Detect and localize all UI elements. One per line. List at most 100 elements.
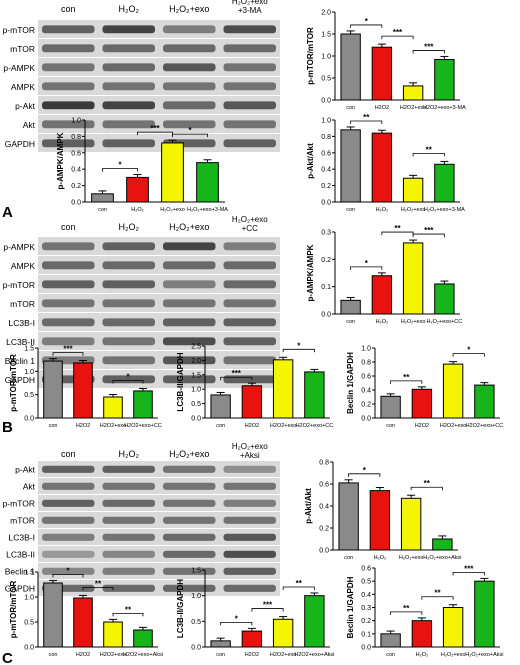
blot-band — [163, 584, 216, 592]
y-tick-label: 0.3 — [361, 605, 371, 612]
blot-row-label: AMPK — [11, 82, 35, 92]
x-tick-label: H2O2+exo — [440, 423, 466, 429]
bar — [161, 142, 184, 203]
significance-label: *** — [150, 124, 160, 133]
significance-bracket — [412, 233, 445, 238]
y-tick-label: 0.4 — [361, 592, 371, 599]
x-tick-label: H2O2+exo+CC — [124, 423, 162, 429]
bar — [340, 33, 361, 101]
significance-label: *** — [464, 564, 474, 573]
blot-band — [42, 465, 95, 473]
panel-label-c: C — [2, 650, 13, 665]
significance-label: ** — [426, 145, 433, 154]
blot-band — [42, 101, 95, 110]
blot-row-label: mTOR — [10, 516, 35, 526]
blot-band — [102, 465, 155, 473]
significance-label: * — [467, 346, 471, 355]
bar — [73, 362, 93, 419]
y-tick-label: 1.5 — [191, 568, 201, 575]
blot-band — [102, 375, 155, 384]
bar — [474, 580, 495, 648]
bar — [434, 59, 455, 101]
blot-band — [163, 82, 216, 91]
x-tick-label: con — [49, 652, 58, 658]
bar — [103, 621, 123, 648]
bar — [371, 275, 393, 315]
blot-band — [223, 356, 276, 365]
x-tick-label: H₂O₂ — [376, 207, 389, 213]
x-tick-label: H2O2 — [415, 423, 429, 429]
bar — [442, 607, 464, 648]
bar — [133, 629, 153, 648]
bar-chart: 0.0 0.5 1.0 1.5 LC3B-II/GAPDH con H2O2 H2O2+exo… — [176, 568, 334, 659]
significance-bracket — [452, 353, 485, 357]
significance-label: * — [126, 372, 130, 381]
y-axis-label: p-Akt/Akt — [304, 488, 313, 524]
lane-header: H₂O₂+exo — [232, 442, 268, 451]
x-tick-label: H₂O₂ — [376, 319, 389, 325]
blot-row-label: Beclin 1 — [5, 356, 36, 366]
x-tick-label: H₂O₂+exo+3-MA — [187, 207, 228, 213]
lane-header: H₂O₂+exo — [232, 215, 268, 224]
y-tick-label: 0.8 — [361, 360, 371, 367]
blot-band — [42, 550, 95, 558]
blot-band — [102, 25, 155, 34]
x-tick-label: H₂O₂+exo — [160, 207, 185, 213]
bar — [442, 363, 464, 419]
x-tick-label: H₂O₂+exo+Aksi — [423, 555, 461, 561]
panel-label-b: B — [2, 419, 13, 436]
significance-bracket — [350, 120, 383, 124]
x-tick-label: H2O2+exo — [270, 423, 296, 429]
blot-band — [223, 516, 276, 524]
x-tick-label: H2O2 — [76, 423, 90, 429]
blot-band — [102, 499, 155, 507]
y-tick-label: 0.8 — [321, 134, 331, 141]
bar — [371, 132, 393, 203]
significance-bracket — [112, 380, 144, 384]
y-tick-label: 0.0 — [361, 416, 371, 423]
bar-chart: 0.0 0.2 0.4 0.6 0.8 1.0 Beclin 1/GAPDH con H2O2 H… — [346, 346, 503, 430]
bar-chart: 0.0 0.5 1.0 1.5 2.0 2.5 LC3B-II/GAPDH con H2O2 H2… — [176, 341, 333, 429]
y-axis-label: p-AMPK/AMPK — [56, 132, 65, 189]
bar — [43, 582, 63, 648]
bar-chart: 0.0 0.2 0.4 0.6 0.8 1.0 p-AMPK/AMPK con H₂O₂ H₂O₂… — [56, 118, 228, 214]
lane-header: H₂O₂+exo — [232, 0, 268, 6]
blot-c: con H₂O₂ H₂O₂+exoH₂O₂+exo+Aksip-AktAktp-mT… — [3, 442, 280, 596]
blot-row-label: mTOR — [10, 299, 35, 309]
blot-strip — [38, 20, 280, 38]
x-tick-label: H₂O₂+exo — [401, 207, 426, 213]
lane-header: con — [61, 4, 76, 14]
y-tick-label: 0.2 — [321, 257, 331, 264]
lane-header: H₂O₂+exo — [169, 222, 209, 232]
y-tick-label: 0.2 — [319, 526, 329, 533]
significance-bracket — [421, 596, 454, 600]
bar — [210, 394, 231, 419]
x-tick-label: H₂O₂ — [374, 555, 387, 561]
blot-band — [163, 337, 216, 346]
blot-row-label: Beclin 1 — [5, 567, 36, 577]
blot-band — [102, 337, 155, 346]
lane-header: H₂O₂+exo — [169, 449, 209, 459]
blot-row-label: GAPDH — [5, 584, 35, 594]
blot-strip — [38, 39, 280, 57]
significance-label: * — [118, 161, 122, 170]
blot-row-label: AMPK — [11, 261, 35, 271]
blot-row-label: p-mTOR — [3, 499, 35, 509]
blot-band — [163, 318, 216, 327]
y-tick-label: 0.6 — [321, 150, 331, 157]
blot-band — [223, 44, 276, 53]
blot-band — [163, 499, 216, 507]
significance-bracket — [220, 376, 253, 381]
blot-band — [163, 375, 216, 384]
bar — [371, 46, 393, 101]
x-tick-label: con — [344, 555, 353, 561]
blot-band — [223, 299, 276, 308]
x-tick-label: H₂O₂+exo — [401, 319, 426, 325]
blot-band — [102, 120, 155, 129]
blot-b: con H₂O₂ H₂O₂+exoH₂O₂+exo+CCp-AMPKAMPKp-mT… — [3, 215, 280, 388]
y-tick-label: 0.0 — [191, 645, 201, 652]
y-tick-label: 0.3 — [321, 230, 331, 237]
x-tick-label: H₂O₂ — [131, 207, 144, 213]
blot-row-label: mTOR — [10, 44, 35, 54]
y-tick-label: 0.4 — [361, 388, 371, 395]
